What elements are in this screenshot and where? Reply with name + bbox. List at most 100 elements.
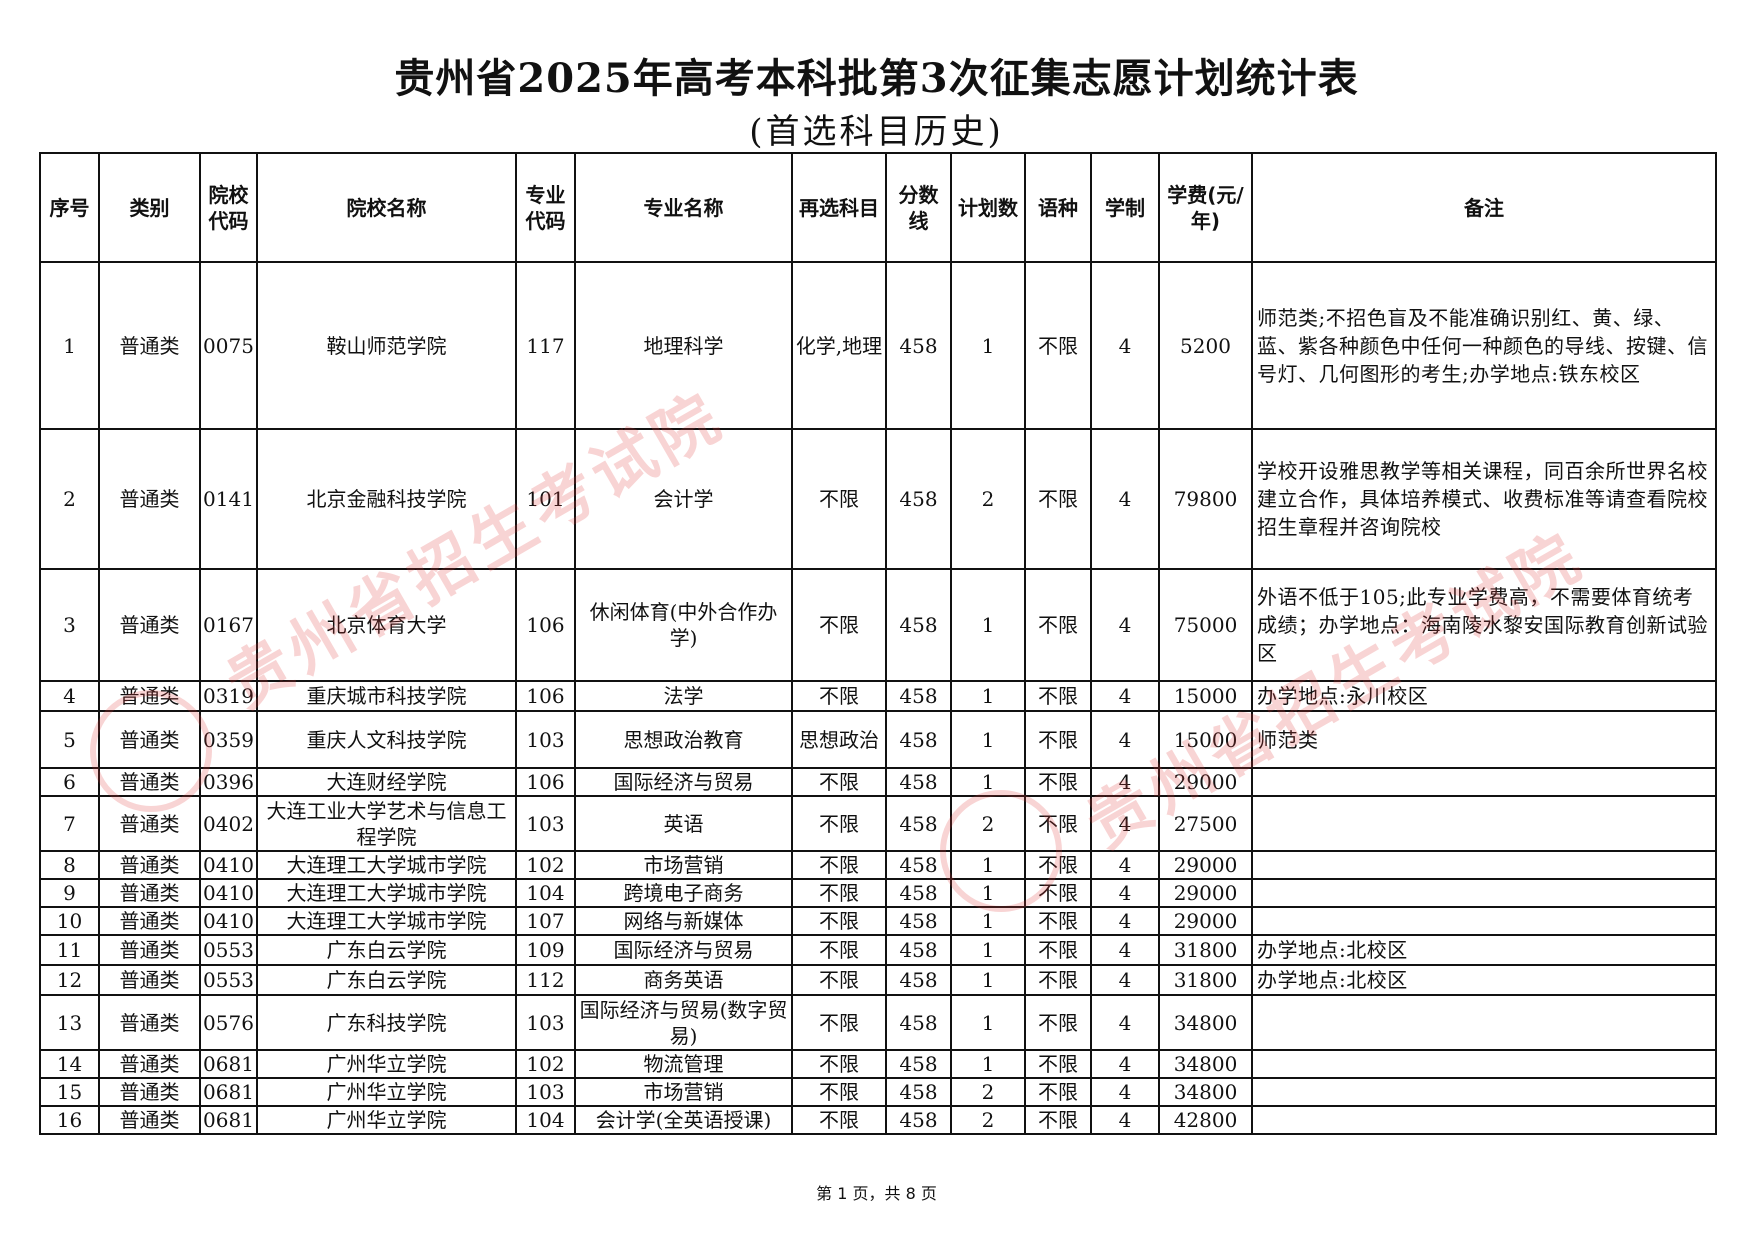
table-cell: 458 <box>885 568 952 682</box>
table-cell: 普通类 <box>98 680 201 712</box>
table-cell: 不限 <box>1024 906 1092 936</box>
table-cell: 不限 <box>1024 934 1092 966</box>
table-row: 16 普通类 0681 广州华立学院 104 会计学(全英语授课) 不限 458 2 不限 4 428… <box>39 1105 1717 1135</box>
table-cell <box>1251 767 1717 797</box>
column-header: 再选科目 <box>791 152 887 263</box>
table-cell: 普通类 <box>98 261 201 430</box>
table-cell <box>1251 1105 1717 1135</box>
table-cell: 不限 <box>791 1105 887 1135</box>
table-cell: 国际经济与贸易 <box>574 767 793 797</box>
table-cell: 思想政治 <box>791 710 887 769</box>
table-cell: 网络与新媒体 <box>574 906 793 936</box>
column-header: 备注 <box>1251 152 1717 263</box>
table-cell: 34800 <box>1158 994 1253 1051</box>
table-cell: 广州华立学院 <box>256 1105 517 1135</box>
table-cell: 广东白云学院 <box>256 964 517 996</box>
table-cell: 2 <box>950 428 1026 570</box>
table-cell: 不限 <box>1024 795 1092 852</box>
table-row: 8 普通类 0410 大连理工大学城市学院 102 市场营销 不限 458 1 不限 4 29000 <box>39 850 1717 880</box>
table-cell: 不限 <box>791 1049 887 1079</box>
table-cell: 9 <box>39 878 100 908</box>
table-cell: 458 <box>885 964 952 996</box>
table-cell: 不限 <box>791 680 887 712</box>
column-header: 分数线 <box>885 152 952 263</box>
page-footer: 第 1 页，共 8 页 <box>816 1184 937 1203</box>
table-cell: 普通类 <box>98 850 201 880</box>
table-cell: 办学地点:北校区 <box>1251 934 1717 966</box>
table-cell: 34800 <box>1158 1049 1253 1079</box>
table-cell: 101 <box>515 428 576 570</box>
table-cell: 29000 <box>1158 906 1253 936</box>
table-cell: 4 <box>1090 1077 1160 1107</box>
table-cell: 29000 <box>1158 767 1253 797</box>
table-cell: 29000 <box>1158 878 1253 908</box>
table-cell: 0410 <box>199 906 258 936</box>
column-header: 专业代码 <box>515 152 576 263</box>
table-cell: 国际经济与贸易(数字贸易) <box>574 994 793 1051</box>
table-cell: 不限 <box>791 1077 887 1107</box>
table-cell: 6 <box>39 767 100 797</box>
table-cell: 0410 <box>199 878 258 908</box>
table-cell: 不限 <box>791 878 887 908</box>
table-cell: 4 <box>1090 568 1160 682</box>
table-cell: 458 <box>885 428 952 570</box>
table-cell: 0141 <box>199 428 258 570</box>
table-cell: 458 <box>885 1105 952 1135</box>
document-subtitle: (首选科目历史) <box>749 112 1004 152</box>
table-cell: 不限 <box>791 906 887 936</box>
table-row: 13 普通类 0576 广东科技学院 103 国际经济与贸易(数字贸易) 不限 458 1 不限 4… <box>39 994 1717 1051</box>
table-cell: 16 <box>39 1105 100 1135</box>
table-cell: 不限 <box>1024 680 1092 712</box>
table-cell: 0319 <box>199 680 258 712</box>
table-cell: 1 <box>950 934 1026 966</box>
table-cell: 4 <box>1090 795 1160 852</box>
table-cell: 不限 <box>1024 1105 1092 1135</box>
table-row: 5 普通类 0359 重庆人文科技学院 103 思想政治教育 思想政治 458 1 不限 4 1500… <box>39 710 1717 769</box>
table-cell: 2 <box>950 1105 1026 1135</box>
table-cell: 458 <box>885 994 952 1051</box>
table-cell: 普通类 <box>98 710 201 769</box>
table-cell: 0553 <box>199 934 258 966</box>
table-cell: 国际经济与贸易 <box>574 934 793 966</box>
table-cell: 3 <box>39 568 100 682</box>
table-cell: 458 <box>885 906 952 936</box>
column-header: 学费(元/年) <box>1158 152 1253 263</box>
table-cell: 31800 <box>1158 964 1253 996</box>
table-cell: 不限 <box>791 994 887 1051</box>
table-cell: 不限 <box>791 934 887 966</box>
table-cell: 1 <box>39 261 100 430</box>
column-header: 序号 <box>39 152 100 263</box>
table-cell: 不限 <box>1024 710 1092 769</box>
table-cell: 学校开设雅思教学等相关课程，同百余所世界名校建立合作，具体培养模式、收费标准等请… <box>1251 428 1717 570</box>
table-cell: 13 <box>39 994 100 1051</box>
table-cell: 法学 <box>574 680 793 712</box>
table-cell: 英语 <box>574 795 793 852</box>
table-cell: 102 <box>515 850 576 880</box>
table-cell: 商务英语 <box>574 964 793 996</box>
table-cell: 458 <box>885 850 952 880</box>
table-cell: 15000 <box>1158 680 1253 712</box>
table-cell <box>1251 1049 1717 1079</box>
column-header: 语种 <box>1024 152 1092 263</box>
column-header: 院校代码 <box>199 152 258 263</box>
table-cell: 思想政治教育 <box>574 710 793 769</box>
table-cell: 5200 <box>1158 261 1253 430</box>
column-header: 学制 <box>1090 152 1160 263</box>
table-cell: 34800 <box>1158 1077 1253 1107</box>
table-cell: 458 <box>885 878 952 908</box>
table-cell: 5 <box>39 710 100 769</box>
table-cell: 29000 <box>1158 850 1253 880</box>
table-cell: 广州华立学院 <box>256 1077 517 1107</box>
table-cell: 106 <box>515 568 576 682</box>
table-cell: 普通类 <box>98 964 201 996</box>
table-cell: 大连财经学院 <box>256 767 517 797</box>
table-cell: 103 <box>515 795 576 852</box>
table-cell: 北京体育大学 <box>256 568 517 682</box>
table-cell: 4 <box>1090 906 1160 936</box>
table-cell: 会计学(全英语授课) <box>574 1105 793 1135</box>
plan-table: 序号 类别 院校代码 院校名称 专业代码 专业名称 再选科目 分数线 计划数 语种 学制 学费(元/年… <box>39 152 1717 1135</box>
table-cell: 不限 <box>1024 994 1092 1051</box>
table-cell: 普通类 <box>98 878 201 908</box>
table-cell: 大连理工大学城市学院 <box>256 906 517 936</box>
table-cell: 不限 <box>791 795 887 852</box>
